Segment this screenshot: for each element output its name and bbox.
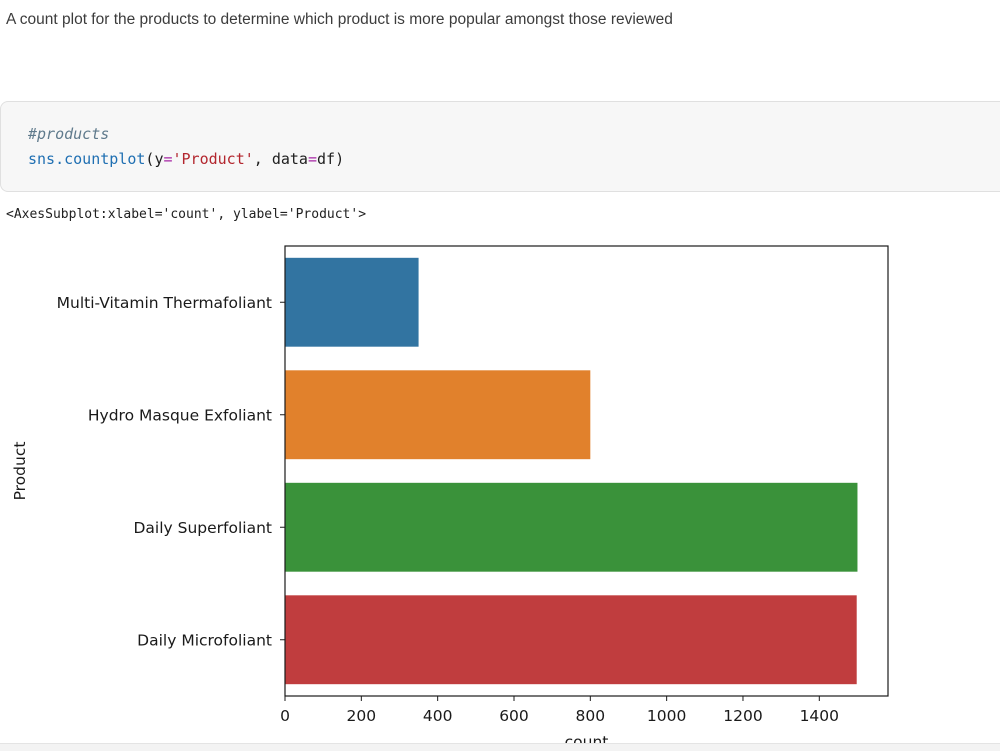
code-equals-data: = [307,150,317,168]
y-axis-label: Product [11,442,29,501]
y-tick-label: Multi-Vitamin Thermafoliant [57,294,272,312]
code-equals: = [163,150,173,168]
output-repr-text: <AxesSubplot:xlabel='count', ylabel='Pro… [6,207,367,222]
axes-frame [284,245,889,697]
x-tick-label: 600 [499,707,529,725]
code-function: sns.countplot [28,150,146,168]
countplot-chart: Multi-Vitamin Thermafoliant Hydro Masque … [11,245,889,743]
x-tick-label: 1200 [723,707,762,725]
x-tick-label: 0 [280,707,290,725]
code-arg-data-keyword: data [271,150,308,168]
code-separator: , [253,150,272,168]
code-arg-y-keyword: y [154,150,164,168]
x-tick-label: 1400 [800,707,839,725]
code-cell[interactable]: #products sns.countplot(y='Product', dat… [0,101,1000,192]
bar-daily-superfoliant [285,482,858,572]
y-tick-label: Daily Superfoliant [133,519,272,537]
x-tick-label: 400 [423,707,453,725]
bar-daily-microfoliant [285,595,857,685]
code-arg-data-value: df [317,150,336,168]
markdown-cell-text: A count plot for the products to determi… [6,11,673,28]
code-comment: #products [28,125,110,143]
x-tick-label: 800 [576,707,606,725]
bar-hydro-masque-exfoliant [285,370,591,460]
code-line-countplot: sns.countplot(y='Product', data=df) [28,150,344,168]
y-tick-label: Hydro Masque Exfoliant [88,406,272,424]
bar-multi-vitamin-thermafoliant [285,257,419,347]
horizontal-scrollbar[interactable] [0,743,1000,751]
code-paren-close: ) [335,150,345,168]
x-tick-label: 200 [347,707,377,725]
code-paren-open: ( [145,150,155,168]
x-axis-label: count [565,733,609,743]
x-tick-label: 1000 [647,707,686,725]
code-arg-y-value: 'Product' [172,150,254,168]
y-tick-label: Daily Microfoliant [137,631,272,649]
